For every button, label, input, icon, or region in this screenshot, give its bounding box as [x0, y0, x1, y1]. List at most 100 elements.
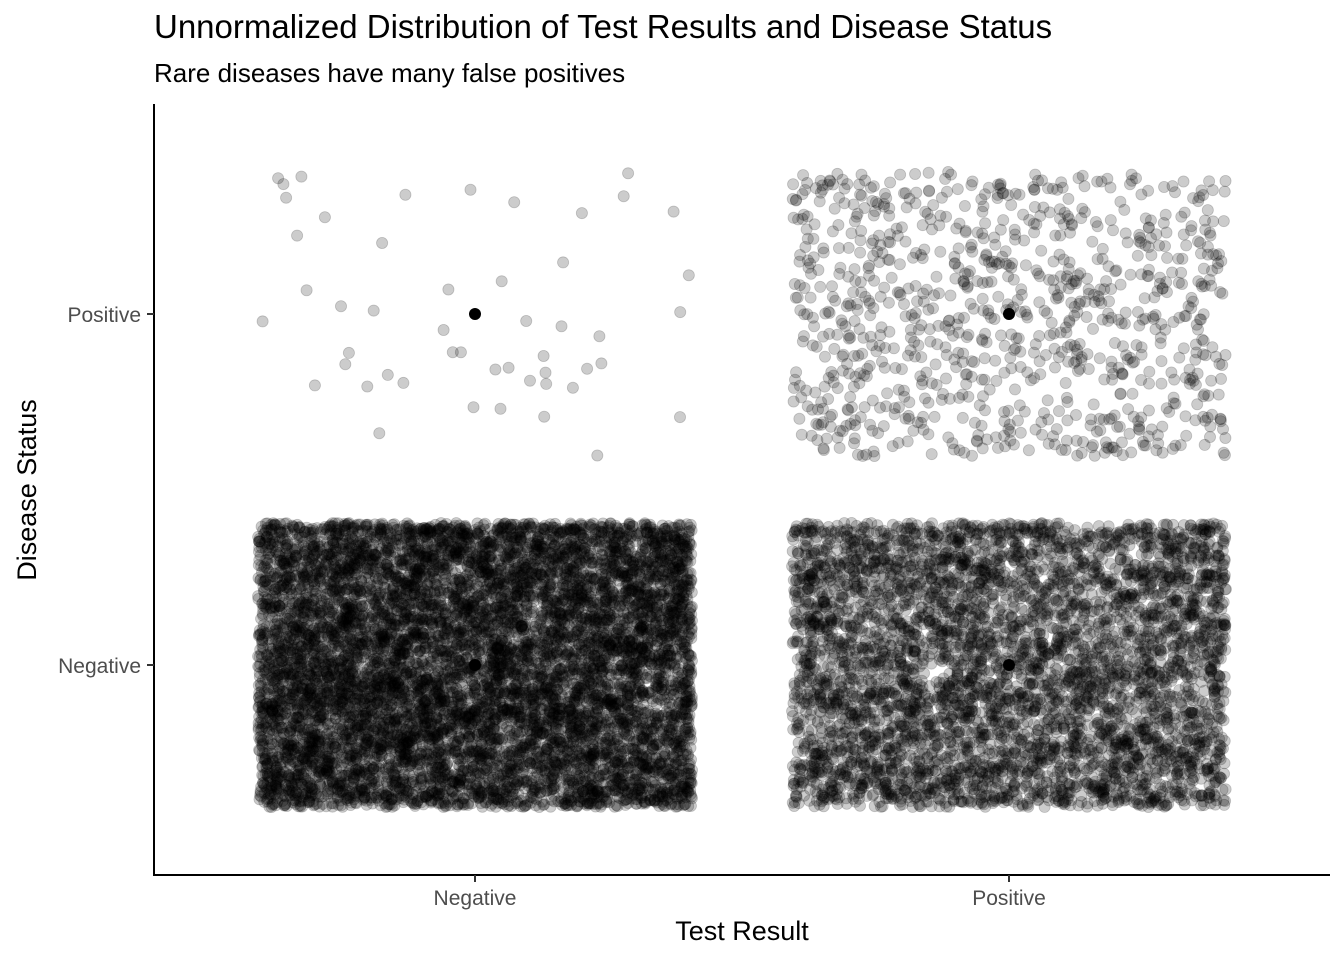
data-point	[412, 544, 425, 557]
data-point	[493, 521, 506, 534]
data-point	[442, 767, 455, 780]
data-point	[490, 674, 503, 687]
data-point	[354, 745, 367, 758]
data-point	[400, 552, 413, 565]
data-point	[410, 738, 423, 751]
data-point	[294, 651, 307, 664]
data-point	[355, 574, 368, 587]
data-point	[601, 713, 614, 726]
data-point	[673, 697, 686, 710]
data-point	[685, 666, 698, 679]
data-point	[356, 748, 369, 761]
data-point	[437, 520, 450, 533]
data-point	[643, 521, 656, 534]
data-point	[665, 727, 678, 740]
data-point	[658, 523, 671, 536]
points-layer	[252, 165, 1232, 814]
data-point	[586, 733, 599, 746]
data-point	[343, 601, 356, 614]
data-point	[271, 624, 284, 637]
data-point	[441, 768, 454, 781]
data-point	[297, 602, 310, 615]
data-point	[661, 558, 674, 571]
data-point	[329, 546, 342, 559]
data-point	[483, 774, 496, 787]
data-point	[365, 704, 378, 717]
data-point	[450, 776, 463, 789]
data-point	[579, 742, 592, 755]
data-point	[316, 797, 329, 810]
data-point	[490, 792, 503, 805]
data-point	[326, 517, 339, 530]
data-point	[257, 602, 270, 615]
data-point	[292, 774, 305, 787]
data-point	[552, 695, 565, 708]
data-point	[683, 616, 696, 629]
data-point	[477, 726, 490, 739]
data-point	[317, 699, 330, 712]
data-point	[463, 667, 476, 680]
data-point	[675, 613, 688, 626]
data-point	[483, 731, 496, 744]
data-point	[337, 626, 350, 639]
data-point	[512, 705, 525, 718]
data-point	[543, 706, 556, 719]
data-point	[628, 774, 641, 787]
data-point	[252, 721, 265, 734]
data-point	[303, 736, 316, 749]
data-point	[484, 654, 497, 667]
data-point	[619, 545, 632, 558]
data-point	[341, 659, 354, 672]
data-point	[526, 571, 539, 584]
data-point	[305, 787, 318, 800]
data-point	[646, 606, 659, 619]
data-point	[286, 688, 299, 701]
data-point	[504, 616, 517, 629]
data-point	[595, 798, 608, 811]
data-point	[315, 651, 328, 664]
data-point	[383, 542, 396, 555]
data-point	[609, 698, 622, 711]
data-point	[538, 773, 551, 786]
data-point	[655, 598, 668, 611]
data-point	[443, 742, 456, 755]
data-point	[659, 765, 672, 778]
data-point	[674, 734, 687, 747]
data-point	[617, 717, 630, 730]
data-point	[437, 632, 450, 645]
data-point	[262, 688, 275, 701]
data-point	[682, 530, 695, 543]
data-point	[378, 609, 391, 622]
data-point	[402, 581, 415, 594]
data-point	[526, 577, 539, 590]
data-point	[535, 637, 548, 650]
data-point	[391, 575, 404, 588]
data-point	[383, 706, 396, 719]
data-point	[631, 757, 644, 770]
data-point	[518, 568, 531, 581]
data-point	[438, 644, 451, 657]
data-point	[602, 723, 615, 736]
data-point	[419, 568, 432, 581]
data-point	[424, 773, 437, 786]
data-point	[633, 579, 646, 592]
data-point	[661, 691, 674, 704]
data-point	[636, 623, 649, 636]
data-point	[370, 560, 383, 573]
data-point	[606, 566, 619, 579]
data-point	[534, 703, 547, 716]
data-point	[321, 727, 334, 740]
data-point	[569, 527, 582, 540]
data-point	[547, 552, 560, 565]
data-point	[389, 679, 402, 692]
data-point	[291, 619, 304, 632]
data-point	[275, 736, 288, 749]
data-point	[496, 699, 509, 712]
data-point	[565, 652, 578, 665]
data-point	[628, 638, 641, 651]
data-point	[643, 650, 656, 663]
data-point	[579, 578, 592, 591]
data-point	[590, 625, 603, 638]
data-point	[360, 635, 373, 648]
data-point	[510, 562, 523, 575]
